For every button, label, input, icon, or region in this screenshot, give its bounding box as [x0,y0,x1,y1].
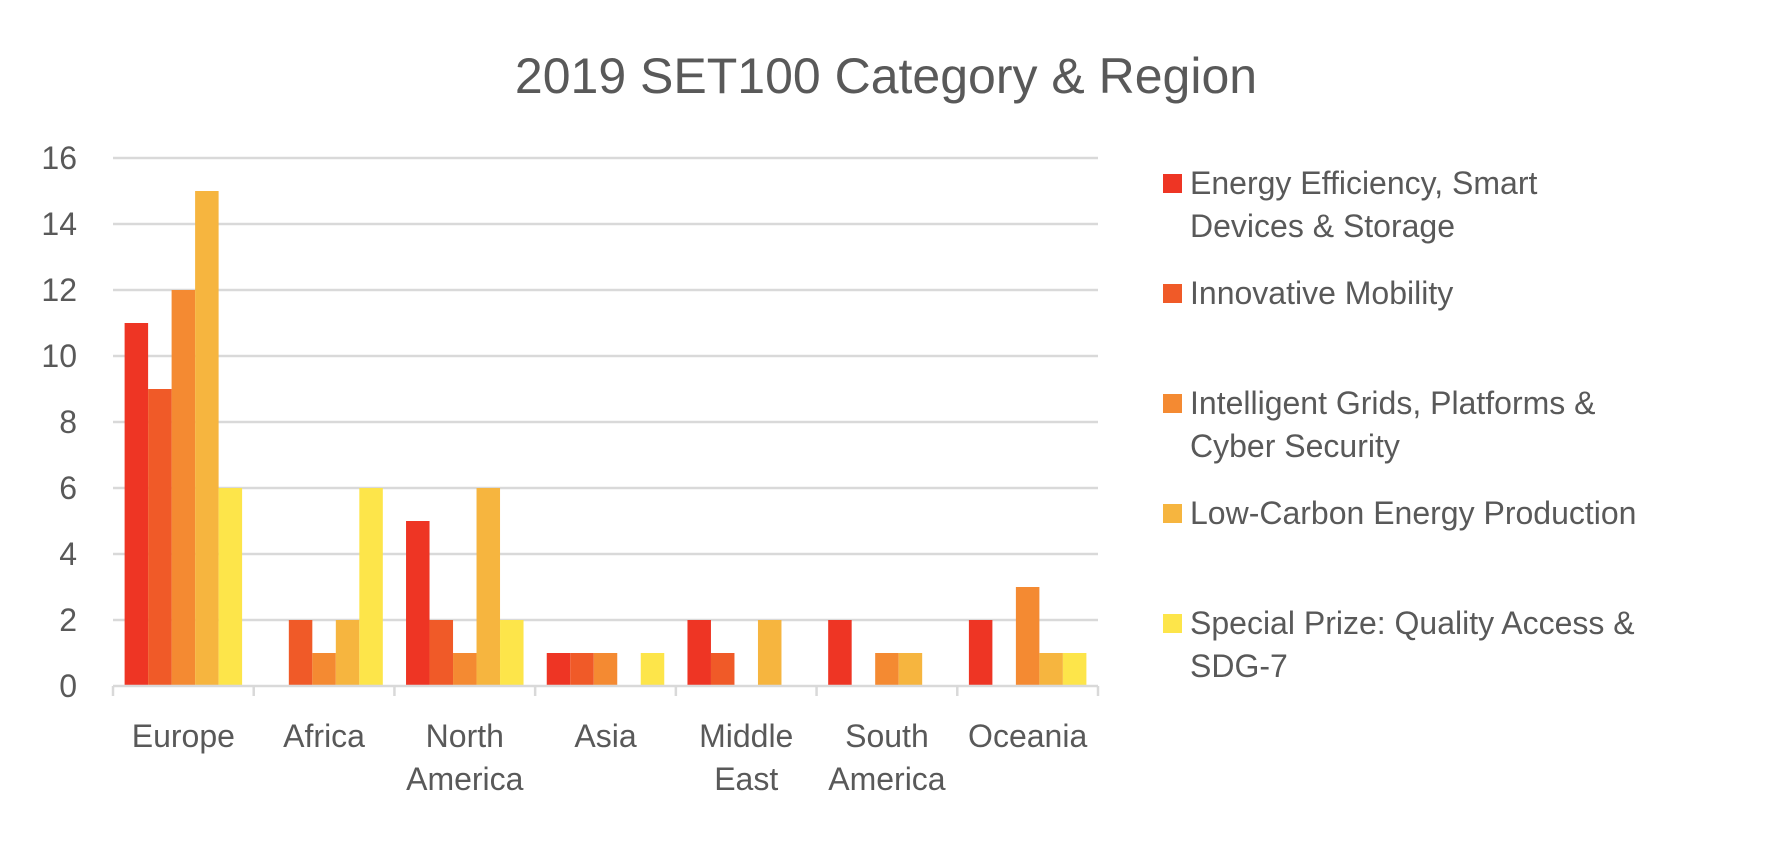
bar-group [546,653,665,686]
bar [335,620,360,686]
x-category-label-line: America [406,761,524,797]
bar [898,653,923,686]
legend-swatch [1163,174,1182,193]
chart-title: 2019 SET100 Category & Region [515,48,1257,104]
x-category-label: Africa [283,718,365,754]
y-tick-label: 16 [41,140,77,176]
legend-item: Low-Carbon Energy Production [1163,495,1636,531]
legend-label-line: Intelligent Grids, Platforms & [1190,385,1595,421]
legend-item: Innovative Mobility [1163,275,1453,311]
y-tick-label: 4 [59,536,77,572]
bars [124,191,1087,686]
y-tick-label: 14 [41,206,77,242]
legend-swatch [1163,504,1182,523]
y-axis-ticks: 0 2 4 6 8 10 12 14 16 [41,140,77,704]
bar [171,290,196,686]
bar [757,620,782,686]
bar [1062,653,1087,686]
bar-group [968,587,1087,686]
bar-group [687,620,782,686]
legend-label: Innovative Mobility [1190,275,1453,311]
bar [124,323,149,686]
bar-group [406,488,524,686]
bar [453,653,477,686]
legend-label-line: SDG-7 [1190,648,1288,684]
bar [640,653,665,686]
legend-label-line: Energy Efficiency, Smart [1190,165,1538,201]
y-tick-label: 2 [59,602,77,638]
x-category-label: Asia [574,718,636,754]
legend-label-line: Cyber Security [1190,428,1400,464]
x-category-label-line: East [714,761,778,797]
legend-label: Intelligent Grids, Platforms & Cyber Secu… [1190,385,1595,464]
legend-item: Special Prize: Quality Access & SDG-7 [1163,605,1635,684]
bar-group [124,191,243,686]
gridlines [113,156,1098,622]
legend-item: Intelligent Grids, Platforms & Cyber Secu… [1163,385,1595,464]
bar [875,653,899,686]
bar [148,389,172,686]
x-axis [111,684,1100,696]
bar [828,620,852,686]
bar [359,488,383,686]
x-category-label: North America [406,718,524,797]
bar [500,620,524,686]
y-tick-label: 8 [59,404,77,440]
legend-swatch [1163,394,1182,413]
legend: Energy Efficiency, Smart Devices & Storag… [1163,165,1636,684]
legend-item: Energy Efficiency, Smart Devices & Storag… [1163,165,1538,244]
x-category-label-line: Africa [283,718,365,754]
bar-group [288,488,383,686]
bar [710,653,735,686]
legend-label: Special Prize: Quality Access & SDG-7 [1190,605,1635,684]
bar [476,488,501,686]
bar-group [828,620,923,686]
bar [546,653,571,686]
bar [593,653,618,686]
bar [288,620,313,686]
legend-label-line: Special Prize: Quality Access & [1190,605,1635,641]
legend-label-line: Innovative Mobility [1190,275,1453,311]
legend-label-line: Devices & Storage [1190,208,1455,244]
bar [406,521,430,686]
bar [968,620,993,686]
bar [687,620,711,686]
bar [218,488,243,686]
x-category-label-line: Middle [699,718,793,754]
legend-swatch [1163,614,1182,633]
bar [312,653,336,686]
y-tick-label: 6 [59,470,77,506]
bar [1039,653,1063,686]
legend-label: Low-Carbon Energy Production [1190,495,1636,531]
y-tick-label: 0 [59,668,77,704]
y-tick-label: 10 [41,338,77,374]
x-category-label-line: Europe [132,718,235,754]
x-category-label: Middle East [699,718,793,797]
x-category-label: Oceania [968,718,1087,754]
x-category-label-line: America [828,761,946,797]
legend-swatch [1163,284,1182,303]
bar [429,620,454,686]
bar [1015,587,1040,686]
bar [195,191,219,686]
y-tick-label: 12 [41,272,77,308]
x-category-label: Europe [132,718,235,754]
legend-label: Energy Efficiency, Smart Devices & Storag… [1190,165,1538,244]
x-category-label-line: North [426,718,504,754]
bar [570,653,594,686]
x-axis-categories: Europe Africa North America Asia Middle East So… [132,718,1088,797]
x-category-label-line: Asia [574,718,636,754]
x-category-label: South America [828,718,946,797]
legend-label-line: Low-Carbon Energy Production [1190,495,1636,531]
x-category-label-line: Oceania [968,718,1087,754]
x-category-label-line: South [845,718,929,754]
